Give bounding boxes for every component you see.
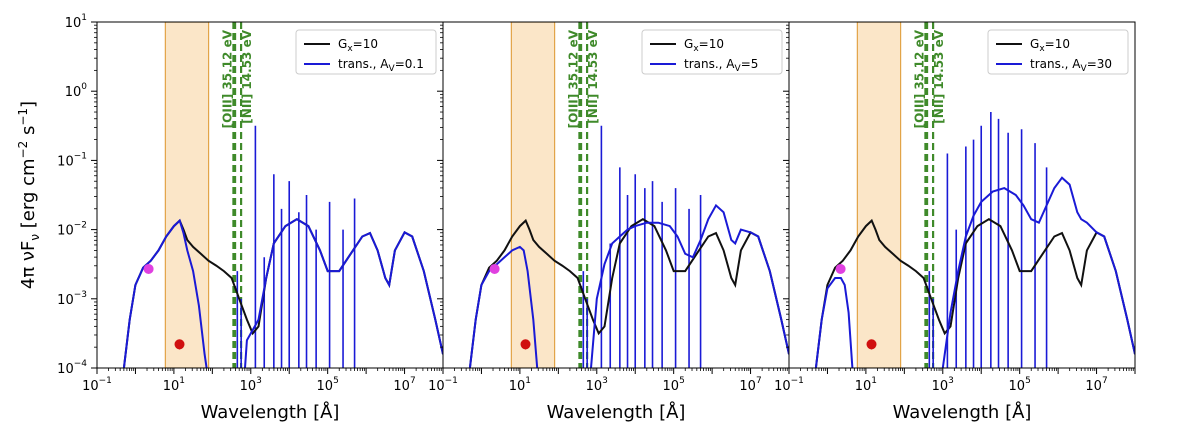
axes-frame <box>788 21 1136 369</box>
legend-label: trans., AV=5 <box>684 57 758 74</box>
x-tick-label: 105 <box>1009 376 1031 394</box>
legend-label: trans., AV=30 <box>1030 57 1112 74</box>
legend <box>987 29 1129 75</box>
series-trans-line <box>814 277 854 368</box>
series-trans-line <box>468 245 539 368</box>
plot-area <box>814 22 1135 368</box>
legend-label: Gx=10 <box>684 37 724 54</box>
x-tick-label: 103 <box>240 376 262 394</box>
x-tick-label: 105 <box>317 376 339 394</box>
vline-label-1: [OIII] 35.12 eV <box>220 29 234 128</box>
legend-label: Gx=10 <box>338 37 378 54</box>
series-trans-tail <box>244 218 443 368</box>
data-point-1 <box>143 263 154 274</box>
y-axis-label: 4π νFν [erg cm−2 s−1] <box>16 101 42 289</box>
x-tick-label: 103 <box>932 376 954 394</box>
legend-label: Gx=10 <box>1030 37 1070 54</box>
x-tick-label: 107 <box>739 376 761 394</box>
x-tick-label: 101 <box>163 376 185 394</box>
series-trans-tail <box>941 176 1135 368</box>
x-tick-label: 10−1 <box>82 376 112 394</box>
y-tick-label: 10−3 <box>57 290 87 308</box>
x-axis-label: Wavelength [Å] <box>893 401 1032 423</box>
panel-3: [OIII] 35.12 eV [NII] 14.53 eV 10−1 101 103 1… <box>774 21 1136 423</box>
y-tick-label: 10−4 <box>57 359 87 377</box>
data-point-2 <box>520 339 531 350</box>
data-point-1 <box>489 263 500 274</box>
vline-label-3: [NII] 14.53 eV <box>932 29 946 123</box>
y-tick-label: 10−2 <box>57 221 87 239</box>
x-tick-label: 10−1 <box>428 376 458 394</box>
x-axis-label: Wavelength [Å] <box>547 401 686 423</box>
x-tick-label: 105 <box>663 376 685 394</box>
data-point-2 <box>174 339 185 350</box>
data-point-2 <box>866 339 877 350</box>
y-tick-label: 10−1 <box>57 151 87 169</box>
plot-area <box>468 22 789 368</box>
panel-2: [OIII] 35.12 eV [NII] 14.53 eV 10−1 101 103 1… <box>428 21 790 423</box>
x-axis-label: Wavelength [Å] <box>201 401 340 423</box>
series-gx-line <box>814 218 1135 368</box>
legend-label: trans., AV=0.1 <box>338 57 424 74</box>
shaded-band <box>856 22 902 368</box>
series-trans-line <box>122 218 208 368</box>
shaded-band <box>164 22 210 368</box>
legend <box>295 29 437 75</box>
panel-1: [OIII] 35.12 eV [NII] 14.53 eV 10−1 101 103 1… <box>57 13 444 423</box>
x-tick-label: 10−1 <box>774 376 804 394</box>
x-tick-label: 107 <box>393 376 415 394</box>
x-tick-label: 107 <box>1085 376 1107 394</box>
vline-label-3: [NII] 14.53 eV <box>586 29 600 123</box>
vline-label-1: [OIII] 35.12 eV <box>912 29 926 128</box>
y-tick-label: 101 <box>65 13 87 31</box>
vline-label-3: [NII] 14.53 eV <box>240 29 254 123</box>
data-point-1 <box>835 263 846 274</box>
legend <box>641 29 783 75</box>
x-tick-label: 101 <box>509 376 531 394</box>
series-trans-tail <box>590 203 789 368</box>
vline-label-1: [OIII] 35.12 eV <box>566 29 580 128</box>
plot-area <box>122 22 443 368</box>
series-gx-line <box>468 218 789 368</box>
x-tick-label: 101 <box>855 376 877 394</box>
y-tick-label: 100 <box>65 82 88 100</box>
x-tick-label: 103 <box>586 376 608 394</box>
